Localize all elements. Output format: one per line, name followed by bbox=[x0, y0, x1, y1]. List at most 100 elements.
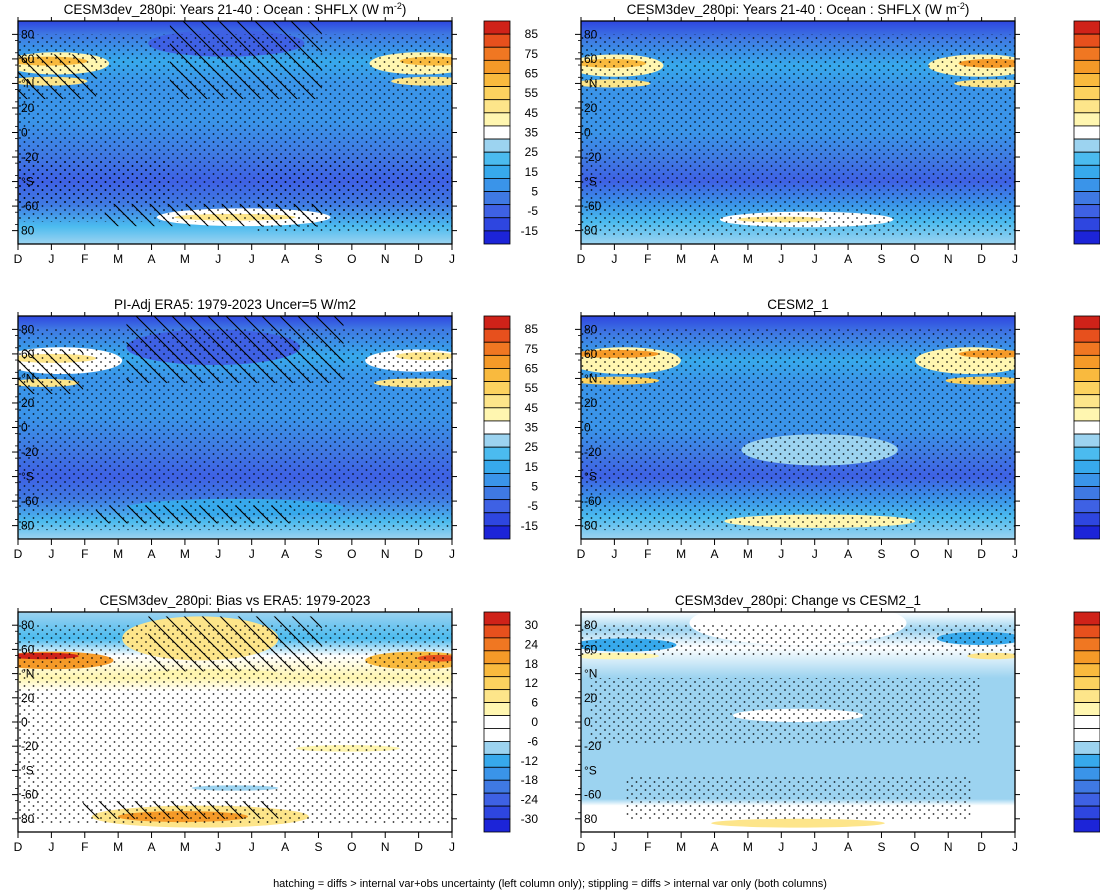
y-tick-label: 60 bbox=[584, 52, 598, 66]
colorbar-label: 5 bbox=[531, 185, 538, 199]
x-tick-label: J bbox=[449, 547, 455, 561]
colorbar-label: 25 bbox=[525, 145, 539, 159]
colorbar-swatch bbox=[483, 753, 511, 768]
x-tick-label: S bbox=[314, 252, 322, 266]
x-tick-label: A bbox=[148, 547, 156, 561]
x-tick-label: D bbox=[14, 840, 23, 854]
colorbar-swatch bbox=[1073, 512, 1100, 527]
y-tick-label: -60 bbox=[21, 494, 39, 508]
colorbar-swatch bbox=[483, 328, 511, 343]
colorbar-swatch bbox=[483, 637, 511, 652]
colorbar-swatch bbox=[483, 112, 511, 127]
y-tick-label: 80 bbox=[21, 812, 35, 826]
colorbar-swatch bbox=[1073, 766, 1100, 781]
colorbar-label: 85 bbox=[525, 27, 539, 41]
y-tick-label: -20 bbox=[584, 739, 602, 753]
colorbar-swatch bbox=[1073, 779, 1100, 794]
colorbar-swatch bbox=[1073, 407, 1100, 422]
y-tick-label: -60 bbox=[584, 199, 602, 213]
y-tick-label: 80 bbox=[584, 322, 598, 336]
colorbar-label: 55 bbox=[525, 381, 539, 395]
heatmap-panel-4: CESM2_1 D J F M A M J J A S O N D J 80 60 °N 20 0 -20 °S -60 80 bbox=[575, 297, 1020, 561]
colorbar-swatch bbox=[483, 715, 511, 729]
x-tick-label: A bbox=[844, 252, 852, 266]
x-tick-label: F bbox=[81, 840, 88, 854]
colorbar-swatch bbox=[1073, 217, 1100, 232]
colorbar-label: 18 bbox=[525, 657, 539, 671]
x-tick-label: D bbox=[977, 840, 986, 854]
x-tick-label: F bbox=[81, 547, 88, 561]
x-tick-label: O bbox=[347, 840, 356, 854]
colorbar-label: 55 bbox=[525, 86, 539, 100]
x-tick-label: J bbox=[812, 840, 818, 854]
colorbar-swatch bbox=[1073, 753, 1100, 768]
colorbar-label: 15 bbox=[525, 460, 539, 474]
panel-title: PI-Adj ERA5: 1979-2023 Uncer=5 W/m2 bbox=[114, 297, 356, 312]
x-tick-label: A bbox=[711, 840, 719, 854]
x-tick-label: J bbox=[449, 252, 455, 266]
x-tick-label: A bbox=[281, 547, 289, 561]
y-tick-label: 80 bbox=[584, 224, 598, 238]
x-tick-label: F bbox=[644, 547, 651, 561]
colorbar-label: -6 bbox=[527, 734, 538, 748]
colorbar-swatch bbox=[1073, 354, 1100, 369]
x-tick-label: N bbox=[944, 840, 953, 854]
stippling-region bbox=[581, 329, 1015, 531]
y-tick-label: 20 bbox=[21, 101, 35, 115]
colorbar-swatch bbox=[483, 99, 511, 114]
colorbar-swatch bbox=[1073, 525, 1100, 540]
x-tick-label: J bbox=[1012, 252, 1018, 266]
colorbar-swatch bbox=[1073, 433, 1100, 448]
y-tick-label: °N bbox=[584, 76, 597, 90]
heatmap-panel-1: CESM3dev_280pi: Years 21-40 : Ocean : SH… bbox=[12, 1, 457, 266]
stippling-region bbox=[581, 34, 1015, 236]
colorbar-swatch bbox=[1073, 741, 1100, 755]
x-tick-label: F bbox=[644, 252, 651, 266]
colorbar-swatch bbox=[1073, 20, 1100, 35]
x-tick-label: S bbox=[314, 840, 322, 854]
x-tick-label: J bbox=[1012, 840, 1018, 854]
x-tick-label: A bbox=[148, 252, 156, 266]
colorbar-label: 85 bbox=[525, 322, 539, 336]
colorbar-swatch bbox=[483, 689, 511, 703]
colorbar-swatch bbox=[1073, 73, 1100, 87]
colorbar-swatch bbox=[1073, 230, 1100, 245]
y-tick-label: 20 bbox=[21, 396, 35, 410]
colorbar-swatch bbox=[1073, 125, 1100, 140]
x-tick-label: S bbox=[877, 840, 885, 854]
y-tick-label: °S bbox=[584, 763, 597, 777]
colorbar-swatch bbox=[1073, 394, 1100, 409]
x-tick-label: D bbox=[14, 252, 23, 266]
colorbar-label: -12 bbox=[521, 754, 539, 768]
colorbar-label: 45 bbox=[525, 106, 539, 120]
y-tick-label: 80 bbox=[21, 519, 35, 533]
x-tick-label: M bbox=[180, 252, 190, 266]
colorbar-swatch bbox=[1073, 33, 1100, 48]
y-tick-label: 60 bbox=[21, 347, 35, 361]
y-tick-label: 20 bbox=[21, 691, 35, 705]
colorbar-label: 35 bbox=[525, 421, 539, 435]
stippling-region bbox=[589, 678, 981, 744]
colorbar-swatch bbox=[1073, 178, 1100, 192]
x-tick-label: A bbox=[281, 252, 289, 266]
colorbar-swatch bbox=[1073, 86, 1100, 101]
y-tick-label: °N bbox=[21, 371, 34, 385]
colorbar-swatch bbox=[1073, 164, 1100, 179]
x-tick-label: S bbox=[314, 547, 322, 561]
x-tick-label: J bbox=[48, 252, 54, 266]
x-tick-label: O bbox=[347, 547, 356, 561]
x-tick-label: J bbox=[48, 840, 54, 854]
y-tick-label: °S bbox=[584, 470, 597, 484]
colorbar-swatch bbox=[1073, 650, 1100, 665]
colorbar-swatch bbox=[1073, 341, 1100, 356]
hatching-region bbox=[96, 505, 292, 524]
colorbar-swatch bbox=[483, 486, 511, 501]
y-tick-label: 80 bbox=[584, 618, 598, 632]
colorbar-swatch bbox=[1073, 99, 1100, 114]
colorbar-swatch bbox=[1073, 46, 1100, 61]
colorbar-swatch bbox=[1073, 191, 1100, 206]
x-tick-label: J bbox=[812, 547, 818, 561]
x-tick-label: D bbox=[414, 840, 423, 854]
colorbar-swatch bbox=[483, 433, 511, 448]
